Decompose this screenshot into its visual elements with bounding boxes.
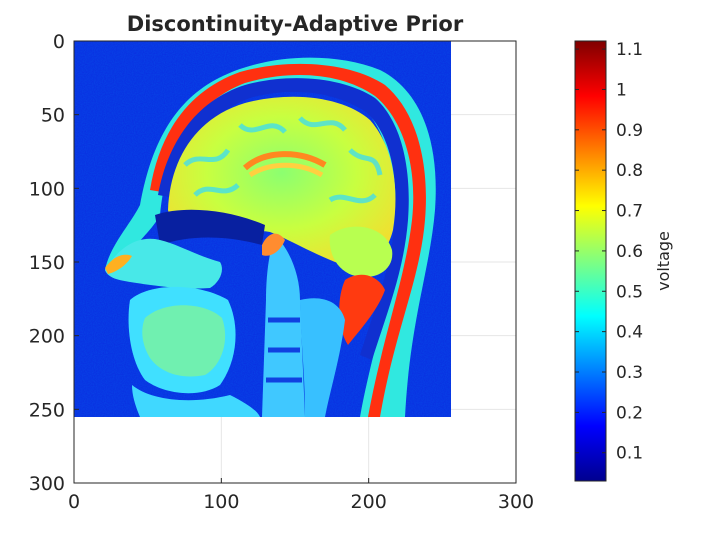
colorbar-tick-label: 0.1 — [616, 444, 643, 464]
mri-image — [74, 41, 451, 417]
x-tick-label: 100 — [203, 491, 239, 513]
colorbar-tick-label: 0.8 — [616, 161, 643, 181]
colorbar-tick-label: 1 — [616, 80, 627, 100]
colorbar-label: voltage — [654, 231, 673, 291]
colorbar-tick-label: 0.9 — [616, 121, 643, 141]
y-tick-label: 150 — [29, 252, 65, 274]
colorbar-tick-label: 0.5 — [616, 282, 643, 302]
y-tick-label: 300 — [29, 473, 65, 495]
x-tick-label: 200 — [351, 491, 387, 513]
x-axis: 0 100 200 300 — [68, 478, 534, 513]
y-tick-label: 250 — [29, 399, 65, 421]
y-tick-label: 50 — [41, 105, 65, 127]
colorbar-tick-label: 0.7 — [616, 202, 643, 222]
colorbar-tick-label: 0.3 — [616, 363, 643, 383]
x-tick-label: 0 — [68, 491, 80, 513]
colorbar-tick-label: 0.4 — [616, 323, 643, 343]
chart-title: Discontinuity-Adaptive Prior — [127, 12, 464, 36]
colorbar-ticks: 0.1 0.2 0.3 0.4 0.5 0.6 0.7 0.8 0.9 1 1.1 — [575, 40, 643, 464]
colorbar-tick-label: 0.6 — [616, 242, 643, 262]
y-axis: 0 50 100 150 200 250 300 — [29, 31, 79, 495]
colorbar-tick-label: 1.1 — [616, 40, 643, 60]
colorbar-tick-label: 0.2 — [616, 403, 643, 423]
y-tick-label: 200 — [29, 326, 65, 348]
y-tick-label: 0 — [53, 31, 65, 53]
x-tick-label: 300 — [498, 491, 534, 513]
y-tick-label: 100 — [29, 178, 65, 200]
colorbar[interactable] — [574, 40, 607, 482]
